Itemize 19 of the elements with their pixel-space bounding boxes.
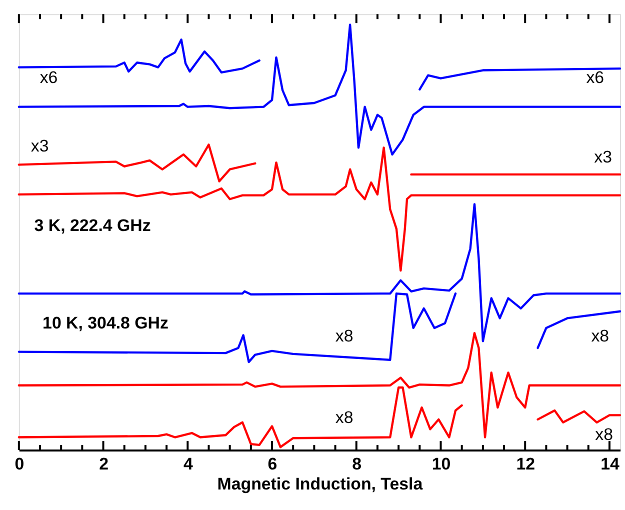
annotation: x3: [30, 136, 49, 156]
annotation: x6: [586, 68, 604, 87]
annotation: x8: [335, 326, 354, 346]
x-tick-label: 4: [183, 454, 194, 474]
x-tick-label: 0: [14, 454, 24, 474]
x-tick-label: 14: [600, 454, 620, 474]
x-tick-label: 10: [432, 454, 451, 474]
x-tick-label: 2: [99, 454, 108, 474]
x-tick-label: 6: [268, 454, 278, 474]
annotation: x8: [595, 425, 614, 444]
x-tick-label: 12: [516, 454, 536, 474]
annotation: x8: [335, 408, 354, 428]
annotation: 3 K, 222.4 GHz: [34, 216, 151, 236]
annotation: x3: [594, 147, 612, 166]
x-axis-title: Magnetic Induction, Tesla: [217, 474, 424, 494]
annotation: x8: [591, 326, 610, 346]
x-tick-label: 8: [352, 454, 362, 474]
annotation: x6: [40, 68, 58, 87]
annotation: 10 K, 304.8 GHz: [42, 314, 168, 333]
